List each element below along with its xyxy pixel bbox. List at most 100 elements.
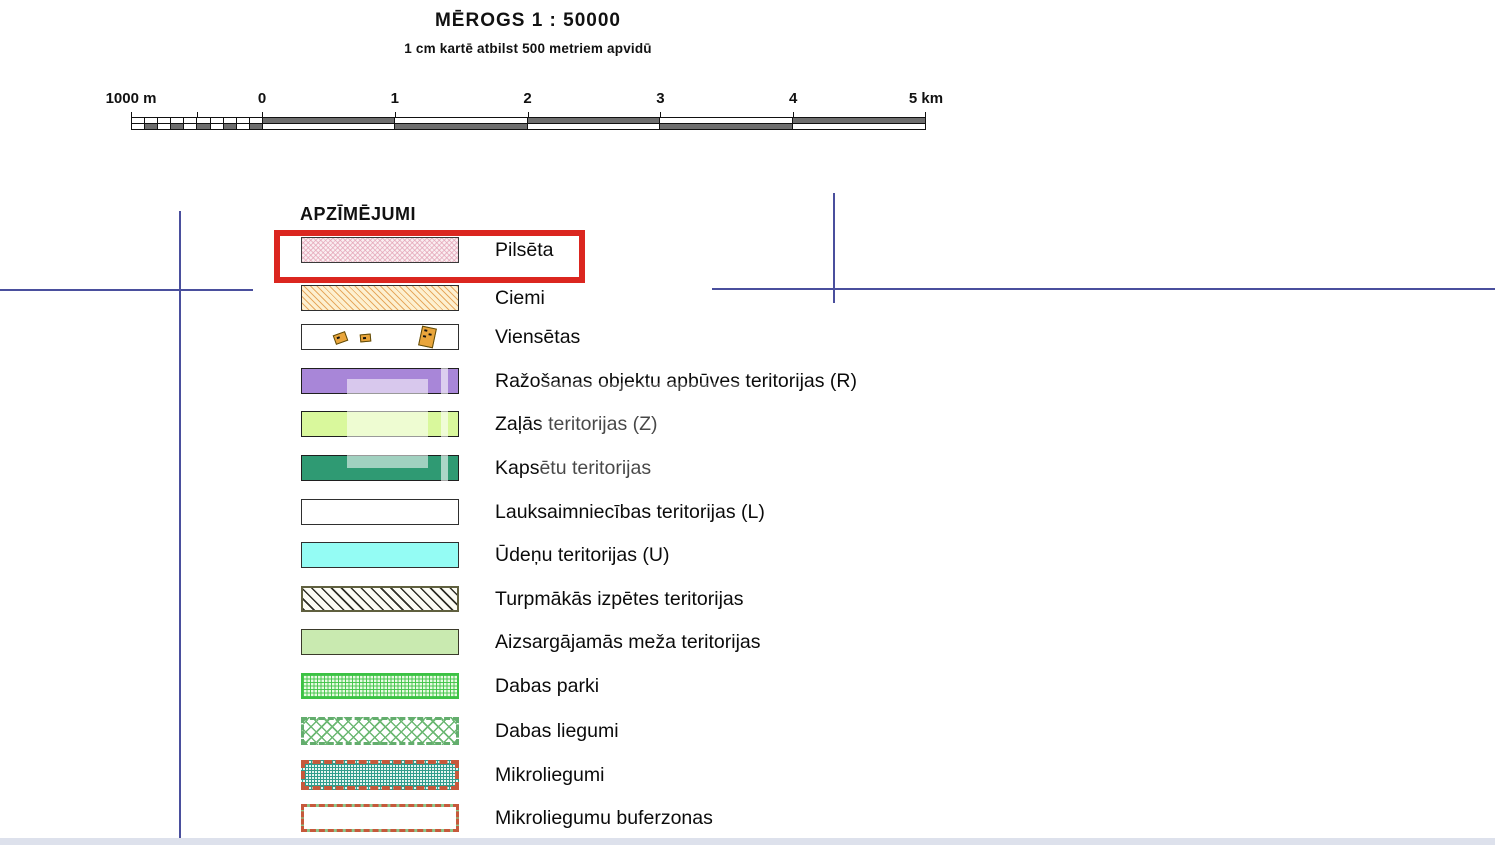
farmstead-building-icon [359,333,372,343]
scalebar-cell [527,118,661,123]
legend-item-aizsargajamas: Aizsargājamās meža teritorijas [301,629,761,655]
legend-item-udenu: Ūdeņu teritorijas (U) [301,542,669,568]
window-bottom-edge [0,838,1495,845]
scalebar-cell [527,124,661,129]
scalebar-cell [210,124,224,129]
scalebar-cell [792,124,925,129]
scalebar-cell [171,124,185,129]
legend-item-razosanas: Ražošanas objektu apbūves teritorijas (R… [301,368,857,394]
legend-item-dabas-liegumi: Dabas liegumi [301,717,619,745]
legend-label: Turpmākās izpētes teritorijas [495,587,744,610]
scalebar-tick-label: 0 [257,90,267,107]
scalebar-tick-label: 5 km [908,90,944,107]
scalebar-cell [132,118,146,123]
farmstead-building-icon [332,331,349,345]
legend-label: Zaļās teritorijas (Z) [495,412,658,435]
legend-item-dabas-parki: Dabas parki [301,673,599,699]
scale-title: MĒROGS 1 : 50000 [434,10,622,31]
legend-item-ciemi: Ciemi [301,285,545,311]
legend-swatch-ciemi [301,285,459,311]
scalebar-tick [262,112,263,118]
legend-item-pilseta: Pilsēta [301,237,554,263]
scalebar-cell [132,124,146,129]
scalebar-cell [660,124,793,129]
map-neatline-vertical-right [833,193,835,303]
scalebar [131,112,926,131]
scalebar-cell [262,118,396,123]
legend-label: Kapsētu teritorijas [495,456,652,479]
scalebar-tick-label: 1 [390,90,399,107]
legend-item-mikroliegumi: Mikroliegumi [301,760,604,790]
legend-label: Ražošanas objektu apbūves teritorijas (R… [495,369,858,392]
legend-swatch-viensetas [301,324,459,350]
legend-label: Aizsargājamās meža teritorijas [495,630,761,653]
legend-swatch-dabas-parki [301,673,459,699]
scalebar-tick [527,112,529,118]
scalebar-tick-label: 3 [656,90,665,107]
scalebar-tick-label: 2 [523,90,532,107]
legend-item-zalas: Zaļās teritorijas (Z) [301,411,658,437]
scale-header: MĒROGS 1 : 50000 1 cm kartē atbilst 500 … [130,10,926,56]
scalebar-tick [660,112,662,118]
scalebar-cell [197,124,211,129]
scalebar-cell [236,124,250,129]
scalebar-labels: 1000 m 0 1 2 3 4 5 km [0,90,1495,108]
map-neatline-horizontal-right [712,288,1495,290]
legend-swatch-udenu [301,542,459,568]
farmstead-building-icon [418,325,437,349]
legend-swatch-turpmakas [301,586,459,612]
legend-label: Dabas parki [495,674,600,697]
scalebar-cell [184,118,198,123]
scale-subtitle: 1 cm kartē atbilst 500 metriem apvidū [404,41,652,56]
scalebar-tick [196,112,198,118]
map-neatline-horizontal-left [0,289,253,291]
scalebar-cell [395,124,528,129]
scalebar-cell [171,118,185,123]
scalebar-cell [395,118,528,123]
scalebar-cell [158,118,172,123]
scalebar-tick [394,112,396,118]
scalebar-tick-label: 4 [789,90,798,107]
scalebar-cell [210,118,224,123]
legend-swatch-pilseta [301,237,459,263]
scalebar-cell [249,124,263,129]
legend-swatch-dabas-liegumi [301,717,459,745]
legend-label: Mikroliegumu buferzonas [495,806,713,829]
scalebar-cell [197,118,211,123]
scalebar-cell [792,118,925,123]
legend-label: Dabas liegumi [495,719,619,742]
legend-item-lauksaimniecibas: Lauksaimniecības teritorijas (L) [301,499,765,525]
legend-item-turpmakas: Turpmākās izpētes teritorijas [301,586,744,612]
legend-swatch-mikroliegumi [301,760,459,790]
scalebar-tick [925,112,926,118]
legend-swatch-zalas [301,411,459,437]
legend-swatch-razosanas [301,368,459,394]
scalebar-cell [184,124,198,129]
scalebar-cell [262,124,396,129]
scalebar-tick [793,112,795,118]
legend-label: Ūdeņu teritorijas (U) [495,543,670,566]
scalebar-cell [145,124,159,129]
scalebar-cell [223,118,237,123]
legend-swatch-buferzonas [301,804,459,832]
scalebar-tick [131,112,132,118]
legend-label: Viensētas [495,325,581,348]
legend-swatch-aizsargajamas [301,629,459,655]
scalebar-cell [660,118,793,123]
legend-item-viensetas: Viensētas [301,324,580,350]
scalebar-cell [158,124,172,129]
scalebar-cell [236,118,250,123]
legend-label: Mikroliegumi [495,763,605,786]
legend-label: Pilsēta [495,238,554,261]
legend-swatch-kapsetu [301,455,459,481]
legend-label: Ciemi [495,286,545,309]
scalebar-bar [131,117,926,130]
map-neatline-vertical-left [179,211,181,845]
legend-item-kapsetu: Kapsētu teritorijas [301,455,651,481]
legend-label: Lauksaimniecības teritorijas (L) [495,500,765,523]
highlight-annotation-box [274,230,585,283]
scalebar-tick-label: 1000 m [105,90,157,107]
legend-heading: APZĪMĒJUMI [300,204,417,224]
legend-swatch-lauksaimniecibas [301,499,459,525]
